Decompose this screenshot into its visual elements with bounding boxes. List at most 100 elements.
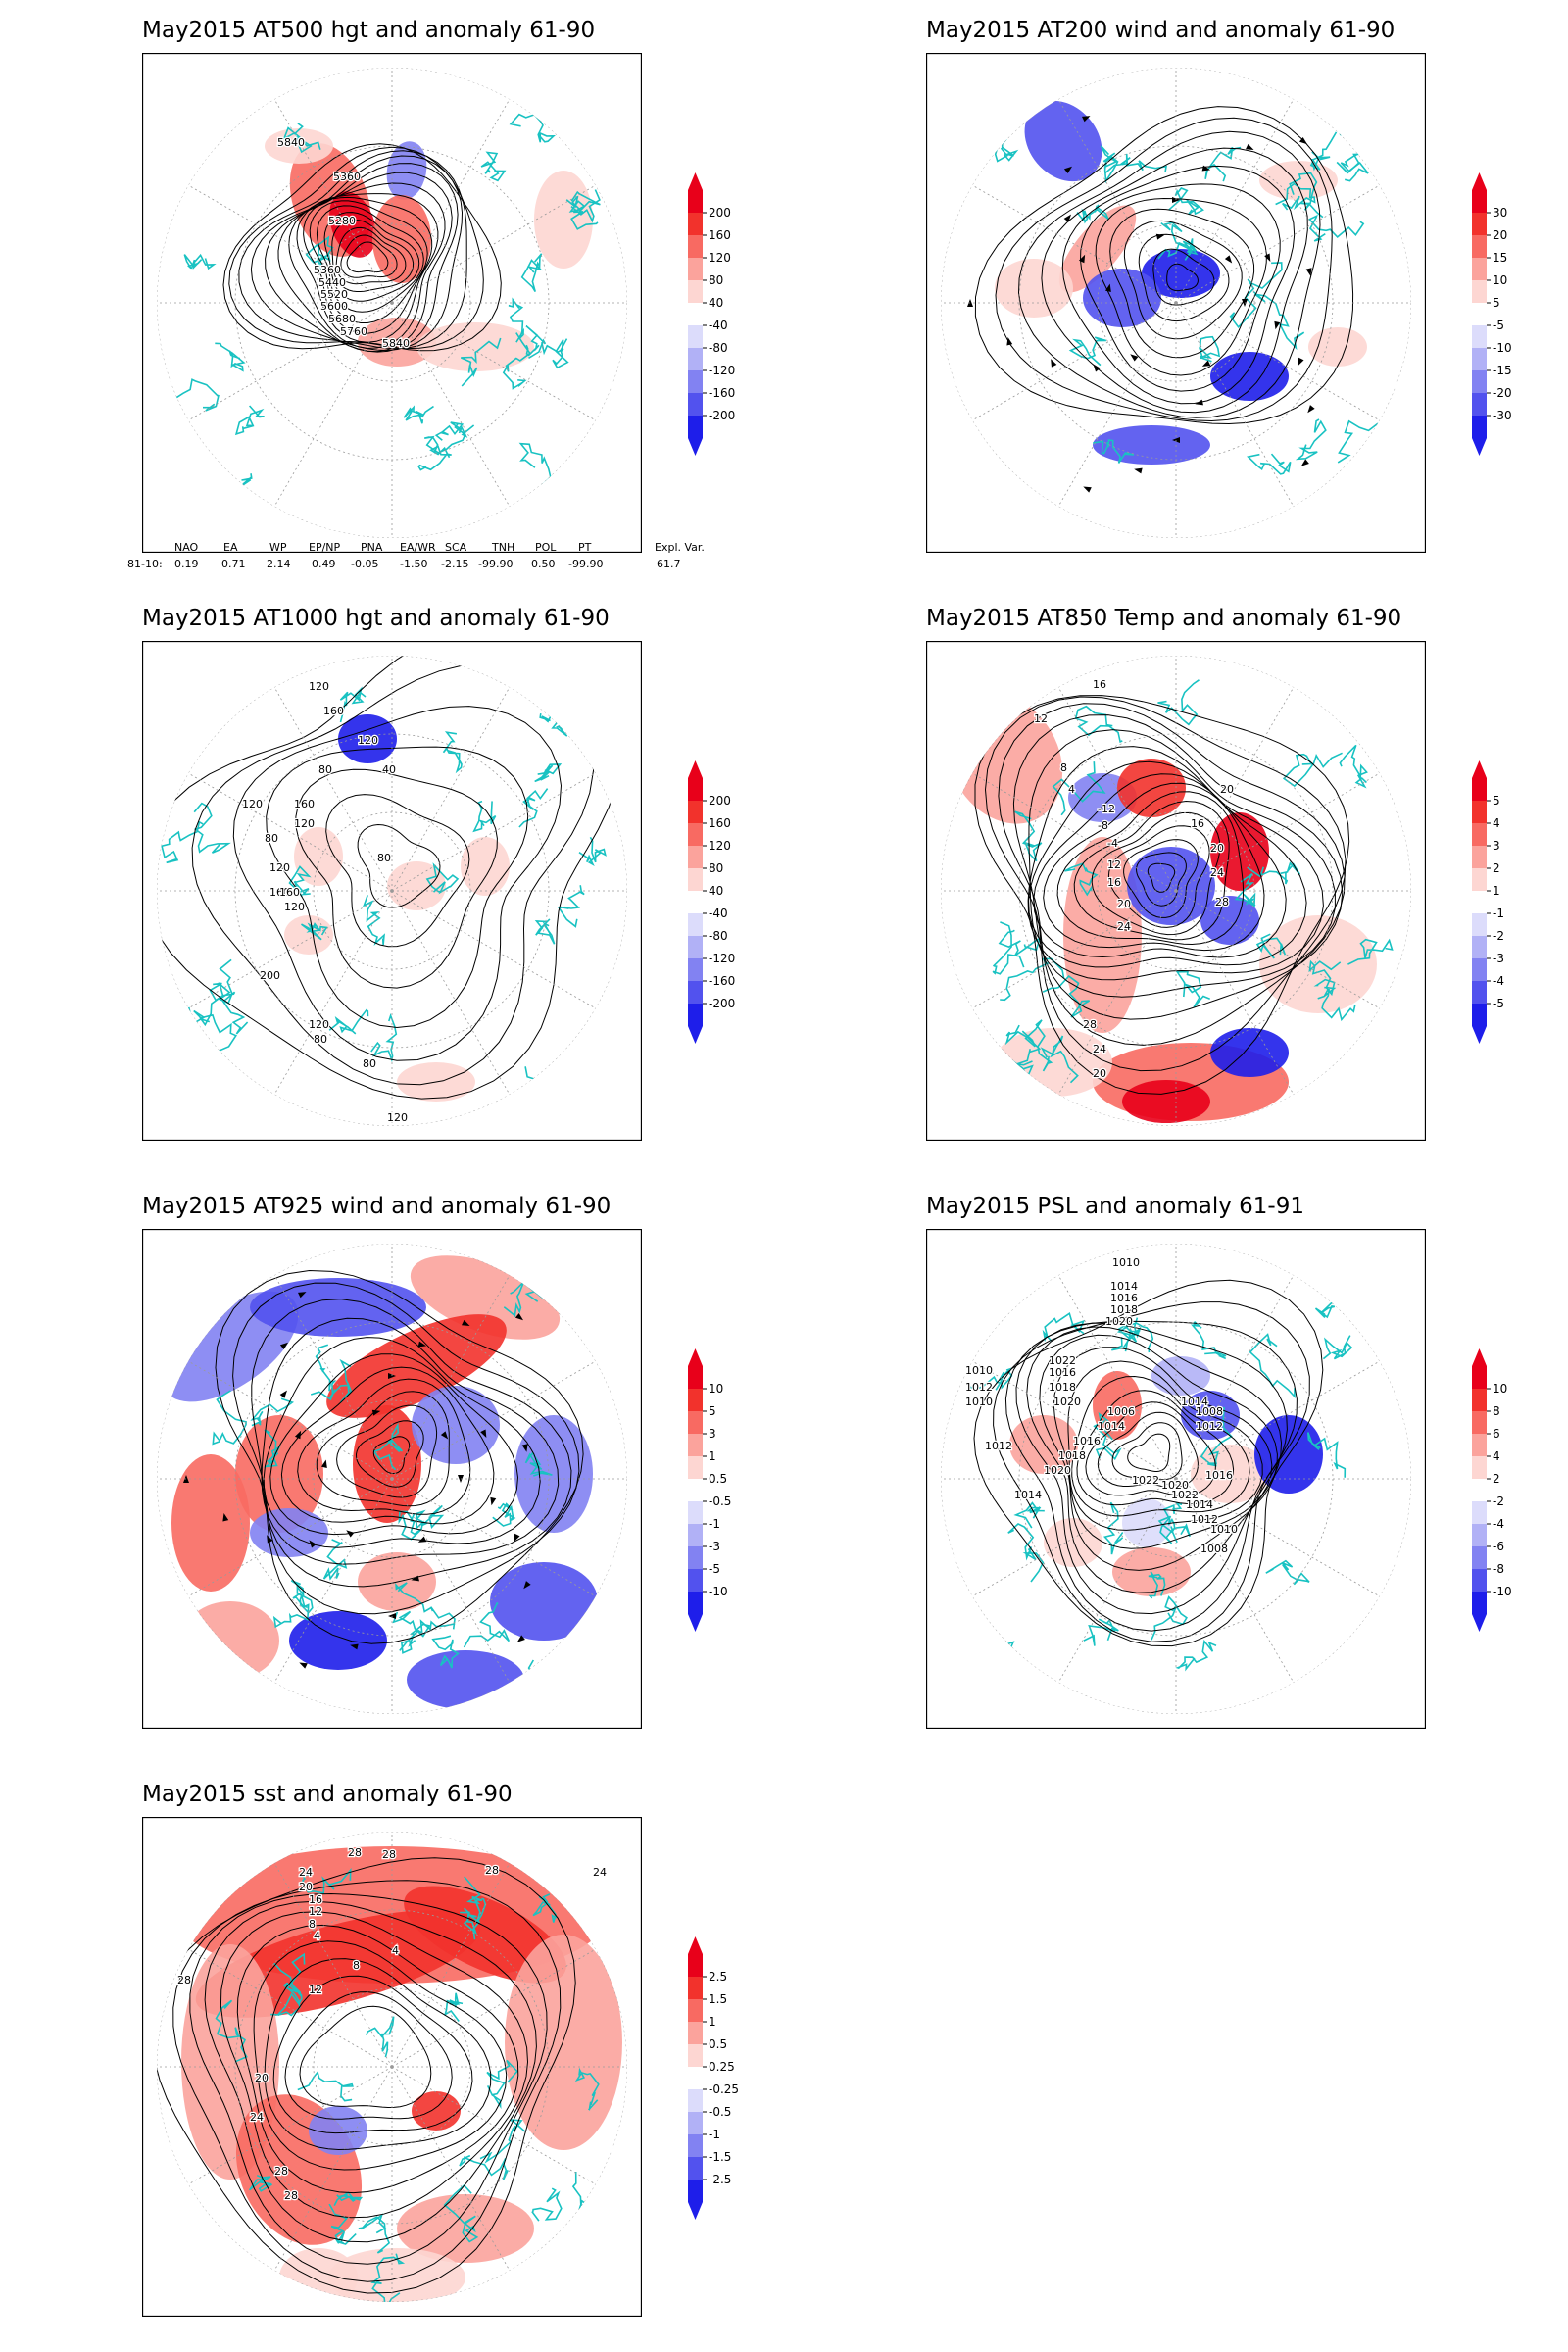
wind-arrow: [1078, 254, 1086, 264]
coastline: [558, 885, 585, 928]
colorbar-segment: [1472, 1546, 1487, 1569]
contour-label: 20: [255, 2072, 269, 2084]
colorbar-tip-top: [1472, 760, 1487, 778]
colorbar-segment: [688, 823, 703, 846]
anomaly-area: [284, 915, 333, 955]
wind-arrow: [299, 1662, 308, 1669]
colorbar-segment: [688, 2089, 703, 2112]
anomaly-area: [1210, 1028, 1289, 1077]
contour-label: 24: [1210, 866, 1224, 879]
coastline: [328, 1008, 369, 1035]
colorbar-label: 120: [709, 839, 731, 853]
wind-arrow: [411, 1575, 419, 1582]
anomaly-area: [250, 1278, 426, 1337]
contour-label: 4: [314, 1930, 320, 1942]
contour-label: 24: [1093, 1043, 1106, 1055]
colorbar-psl: 10 8 6 4 2 -2 -4 -6 -8 -10: [1472, 1348, 1512, 1632]
contour-line: [204, 1900, 537, 2243]
colorbar-segment: [688, 213, 703, 235]
colorbar-label: 1.5: [709, 1992, 727, 2006]
coastline: [1308, 959, 1342, 997]
contour-line: [1026, 1326, 1283, 1593]
value-wp: 2.14: [267, 558, 291, 570]
coastline: [1103, 1501, 1124, 1555]
coastline: [263, 1429, 282, 1468]
contour-label: 1016: [1110, 1292, 1138, 1304]
colorbar-segment: [1472, 1411, 1487, 1434]
colorbar-tip-bottom: [1472, 1614, 1487, 1632]
colorbar-label: 5: [1493, 296, 1500, 310]
contour-line: [251, 1298, 572, 1588]
wind-arrow: [267, 1535, 273, 1544]
anomaly-area: [1044, 1518, 1102, 1567]
colorbar-at500: 200 160 120 80 40 -40 -80 -120 -160 -200: [688, 172, 735, 456]
contour-label: 160: [279, 886, 300, 899]
coastline: [1289, 172, 1324, 219]
colorbar-label: -1: [709, 2128, 720, 2141]
colorbar-segment: [1472, 1389, 1487, 1411]
contour-label: 8: [1060, 761, 1067, 774]
contour-label: 160: [294, 798, 315, 810]
coastline: [1000, 957, 1065, 1002]
contour-label: 1014: [1186, 1498, 1213, 1511]
colorbar-label: -2: [1493, 929, 1504, 943]
colorbar-tip-top: [1472, 1348, 1487, 1366]
coastline: [1247, 861, 1301, 885]
colorbar-segment: [1472, 235, 1487, 258]
contour-line: [1056, 791, 1245, 946]
contour-line: [1109, 208, 1255, 359]
contour-line: [1111, 1422, 1183, 1481]
panel-at200: May2015 AT200 wind and anomaly 61-90 30 2…: [784, 0, 1568, 588]
graticule-meridian: [273, 1862, 393, 2068]
contour-label: 5680: [328, 313, 356, 325]
wind-arrow: [1307, 405, 1315, 414]
colorbar-segment: [688, 2112, 703, 2134]
colorbar-segment: [1472, 913, 1487, 936]
colorbar-label: 10: [1493, 273, 1507, 287]
contour-line: [157, 1857, 576, 2294]
panel-title: May2015 AT925 wind and anomaly 61-90: [142, 1194, 612, 1219]
colorbar-tip-bottom: [1472, 438, 1487, 456]
wind-arrow: [1298, 136, 1308, 145]
contour-line: [1067, 1360, 1263, 1531]
contour-label: 16: [309, 1893, 322, 1906]
colorbar-tip-bottom: [688, 1026, 703, 1044]
colorbar-segment: [1472, 1434, 1487, 1456]
anomaly-area: [1127, 847, 1215, 925]
coastline: [363, 895, 385, 946]
colorbar-segment: [688, 891, 703, 913]
colorbar-label: -3: [709, 1540, 720, 1553]
colorbar-label: 10: [1493, 1382, 1507, 1396]
colorbar-label: 200: [709, 794, 731, 808]
contour-label: 1014: [1110, 1280, 1138, 1293]
contour-label: 28: [274, 2165, 288, 2178]
colorbar-segment: [688, 235, 703, 258]
wind-arrow: [297, 1292, 307, 1298]
coastline: [578, 836, 607, 866]
contour-line: [1004, 1320, 1298, 1632]
colorbar-sst: 2.5 1.5 1 0.5 0.25 -0.25 -0.5 -1 -1.5 -2.5: [688, 1936, 739, 2220]
colorbar-label: 2: [1493, 861, 1500, 875]
colorbar-segment: [688, 778, 703, 801]
contour-label: 1016: [1049, 1366, 1076, 1379]
coastline: [459, 2154, 509, 2180]
colorbar-label: -4: [1493, 1517, 1504, 1531]
contour-line: [299, 2005, 432, 2109]
wind-arrow: [417, 1536, 427, 1543]
value-epnp: 0.49: [312, 558, 336, 570]
contour-line: [1135, 852, 1187, 906]
colorbar-segment: [688, 2180, 703, 2202]
contour-line: [1017, 130, 1321, 418]
graticule-meridian: [391, 2066, 597, 2185]
colorbar-label: -0.5: [709, 2105, 731, 2119]
coastline: [305, 235, 334, 270]
colorbar-label: -1.5: [709, 2150, 731, 2164]
colorbar-segment: [1472, 778, 1487, 801]
anomaly-area: [1122, 1498, 1171, 1547]
contour-line: [303, 196, 433, 334]
contour-line: [1027, 746, 1324, 981]
coastline: [1004, 1024, 1042, 1066]
anomaly-area: [326, 1314, 507, 1418]
contour-label: 120: [270, 861, 290, 874]
wind-arrow: [521, 1444, 528, 1452]
